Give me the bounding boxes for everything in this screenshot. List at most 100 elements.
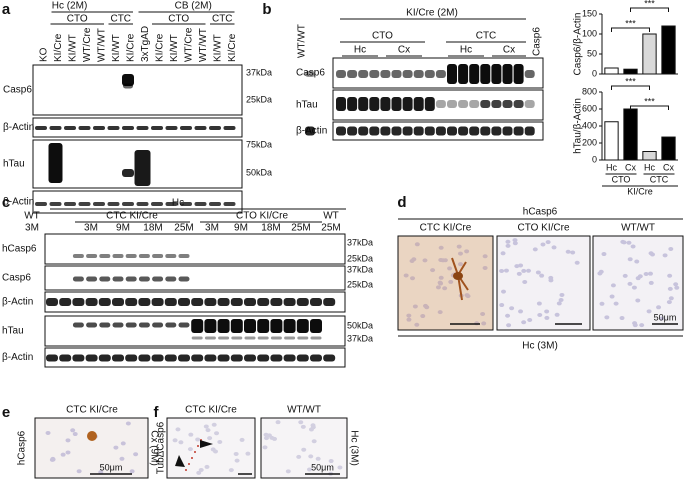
nucleus	[311, 439, 317, 444]
group-label: CTO	[612, 174, 631, 184]
nucleus	[499, 303, 505, 308]
band	[180, 126, 192, 130]
band	[369, 70, 380, 78]
nucleus	[509, 306, 515, 311]
band	[223, 126, 236, 130]
band	[217, 354, 230, 362]
lane-label: KI/Cre	[53, 33, 64, 62]
nucleus	[403, 273, 409, 278]
band	[391, 70, 402, 78]
stained-puncta	[185, 469, 187, 471]
nucleus	[438, 275, 444, 280]
micrograph	[166, 417, 256, 479]
band	[480, 126, 491, 136]
nucleus	[521, 268, 527, 273]
band	[244, 298, 256, 306]
band	[86, 276, 98, 282]
band	[112, 276, 124, 282]
nucleus	[306, 467, 312, 472]
nucleus	[558, 298, 564, 303]
band	[99, 276, 111, 282]
band	[178, 276, 190, 282]
band	[305, 126, 315, 136]
bar	[604, 121, 619, 161]
lane-label: WT/Cre	[82, 27, 93, 62]
marker-label: 37kDa	[347, 333, 373, 343]
nucleus	[337, 465, 343, 470]
band	[270, 319, 283, 333]
nucleus	[211, 422, 217, 427]
band	[125, 254, 137, 258]
band	[257, 319, 270, 333]
lane-label: KI/WT	[213, 34, 224, 62]
band	[424, 70, 435, 78]
band	[218, 336, 230, 340]
band	[204, 298, 217, 306]
band	[122, 74, 134, 86]
nucleus	[464, 293, 470, 298]
x-tick-label: Hc	[644, 162, 655, 172]
nucleus	[610, 283, 616, 288]
nucleus	[129, 469, 135, 474]
lane-label: WT/WT	[97, 28, 108, 62]
nucleus	[188, 432, 194, 437]
blot-frame	[32, 64, 243, 116]
nucleus	[505, 313, 511, 318]
nucleus	[435, 285, 441, 290]
nucleus	[217, 439, 223, 444]
blot-label: hCasp6	[2, 244, 37, 255]
blot-frame	[44, 233, 346, 265]
region-label: Hc	[460, 45, 472, 56]
band	[194, 202, 207, 206]
band	[107, 126, 120, 130]
nucleus	[406, 313, 412, 318]
band	[283, 298, 296, 306]
band	[491, 100, 502, 108]
age-label: 25M	[174, 223, 193, 234]
nucleus	[70, 428, 76, 433]
nucleus	[559, 292, 565, 297]
nucleus	[536, 301, 542, 306]
nucleus	[666, 300, 672, 305]
group-title: hCasp6	[523, 207, 558, 218]
band	[402, 70, 413, 78]
nucleus	[514, 264, 520, 269]
nucleus	[522, 279, 528, 284]
band	[217, 319, 230, 333]
bar	[642, 33, 657, 75]
group-title: KI/Cre	[627, 186, 653, 196]
band	[524, 70, 535, 78]
band	[513, 126, 524, 136]
nucleus	[239, 437, 245, 442]
y-tick-label: 0	[592, 68, 597, 78]
lane-label: KI/WT	[111, 34, 122, 62]
band	[524, 100, 535, 108]
band	[46, 354, 58, 362]
marker-label: 25kDa	[246, 94, 272, 104]
blot-label: hTau	[296, 100, 318, 111]
nucleus	[503, 268, 509, 273]
band	[165, 126, 178, 130]
micrograph	[397, 235, 494, 331]
band	[413, 97, 424, 111]
group-label: WT	[323, 211, 339, 222]
panel-label: f	[154, 404, 160, 421]
nucleus	[526, 268, 532, 273]
nucleus	[656, 305, 662, 310]
band	[164, 298, 177, 306]
nucleus	[635, 276, 641, 281]
band	[513, 100, 524, 108]
band	[72, 254, 84, 258]
nucleus	[632, 323, 638, 328]
band	[391, 126, 402, 136]
band	[296, 354, 309, 362]
marker-label: 75kDa	[246, 139, 272, 149]
lane-label: KI/Cre	[155, 33, 166, 62]
band	[151, 202, 163, 206]
band	[270, 298, 283, 306]
nucleus	[673, 282, 679, 287]
y-tick-label: 50	[587, 48, 597, 58]
nucleus	[457, 262, 463, 267]
nucleus	[601, 252, 607, 257]
